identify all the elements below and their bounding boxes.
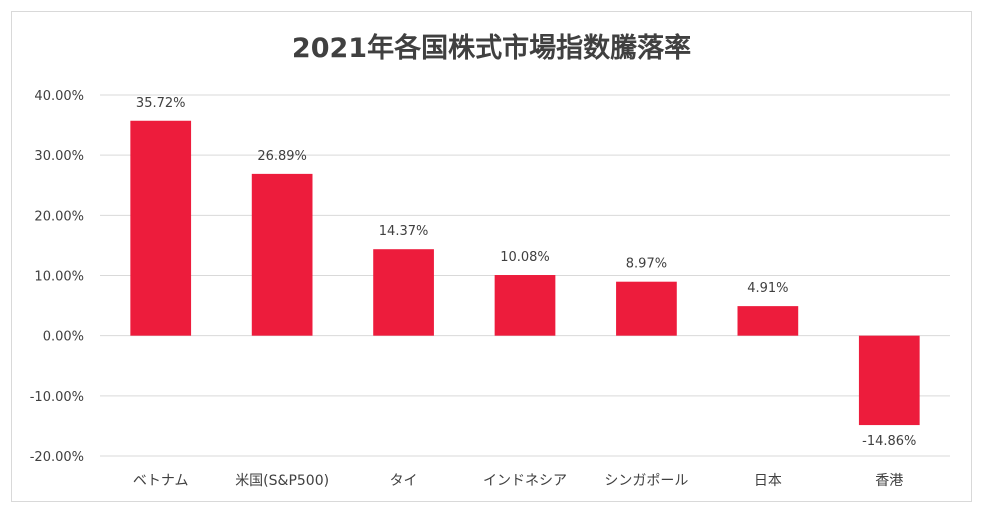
- y-tick-label: -10.00%: [30, 390, 84, 405]
- bar: [737, 306, 799, 336]
- x-category-label: ベトナム: [133, 473, 189, 489]
- bar: [251, 173, 313, 336]
- x-category-label: 日本: [754, 473, 782, 489]
- x-category-label: インドネシア: [483, 473, 567, 489]
- data-label: 35.72%: [136, 96, 186, 111]
- bar: [858, 335, 920, 426]
- y-axis-ticks: 40.00% 30.00% 20.00% 10.00% 0.00% -10.00% -20.…: [30, 89, 84, 465]
- y-tick-label: 0.00%: [43, 330, 84, 345]
- x-category-label: 香港: [875, 473, 903, 489]
- bar: [494, 275, 556, 336]
- bar: [616, 281, 677, 336]
- data-label: -14.86%: [862, 434, 916, 449]
- data-label: 14.37%: [379, 224, 429, 239]
- y-tick-label: 30.00%: [34, 149, 84, 164]
- bar: [373, 249, 434, 336]
- x-category-label: 米国(S&P500): [235, 473, 329, 489]
- chart-title: 2021年各国株式市場指数騰落率: [291, 33, 692, 64]
- x-category-label: タイ: [390, 473, 418, 489]
- bar: [130, 120, 192, 336]
- x-category-label: シンガポール: [604, 473, 688, 489]
- bars: [130, 120, 920, 426]
- data-labels: 35.72% 26.89% 14.37% 10.08% 8.97% 4.91% -14.86…: [136, 96, 916, 449]
- x-axis-categories: ベトナム 米国(S&P500) タイ インドネシア シンガポール 日本 香港: [133, 473, 903, 489]
- data-label: 4.91%: [747, 281, 788, 296]
- data-label: 8.97%: [626, 257, 667, 272]
- y-tick-label: 40.00%: [34, 89, 84, 104]
- data-label: 10.08%: [500, 250, 550, 265]
- gridlines: [100, 94, 950, 457]
- y-tick-label: 10.00%: [34, 270, 84, 285]
- y-tick-label: 20.00%: [34, 209, 84, 224]
- data-label: 26.89%: [257, 149, 307, 164]
- y-tick-label: -20.00%: [30, 450, 84, 465]
